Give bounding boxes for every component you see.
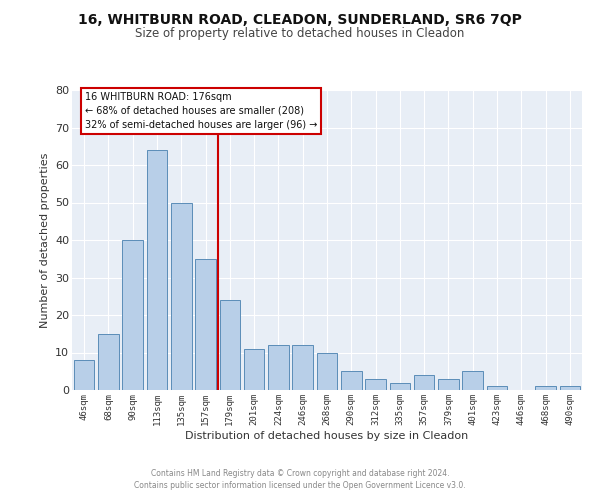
Bar xyxy=(195,259,216,390)
Y-axis label: Number of detached properties: Number of detached properties xyxy=(40,152,50,328)
Bar xyxy=(463,371,483,390)
Bar xyxy=(535,386,556,390)
Text: 16, WHITBURN ROAD, CLEADON, SUNDERLAND, SR6 7QP: 16, WHITBURN ROAD, CLEADON, SUNDERLAND, … xyxy=(78,12,522,26)
Bar xyxy=(292,345,313,390)
Text: Contains HM Land Registry data © Crown copyright and database right 2024.
Contai: Contains HM Land Registry data © Crown c… xyxy=(134,469,466,490)
Bar xyxy=(389,382,410,390)
Bar xyxy=(317,352,337,390)
Text: 16 WHITBURN ROAD: 176sqm
← 68% of detached houses are smaller (208)
32% of semi-: 16 WHITBURN ROAD: 176sqm ← 68% of detach… xyxy=(85,92,317,130)
Bar xyxy=(244,349,265,390)
Bar xyxy=(74,360,94,390)
Bar xyxy=(122,240,143,390)
Bar xyxy=(414,375,434,390)
Bar xyxy=(220,300,240,390)
X-axis label: Distribution of detached houses by size in Cleadon: Distribution of detached houses by size … xyxy=(185,430,469,440)
Text: Size of property relative to detached houses in Cleadon: Size of property relative to detached ho… xyxy=(136,28,464,40)
Bar xyxy=(365,379,386,390)
Bar xyxy=(560,386,580,390)
Bar xyxy=(146,150,167,390)
Bar xyxy=(341,371,362,390)
Bar xyxy=(171,202,191,390)
Bar xyxy=(438,379,459,390)
Bar xyxy=(268,345,289,390)
Bar xyxy=(98,334,119,390)
Bar xyxy=(487,386,508,390)
